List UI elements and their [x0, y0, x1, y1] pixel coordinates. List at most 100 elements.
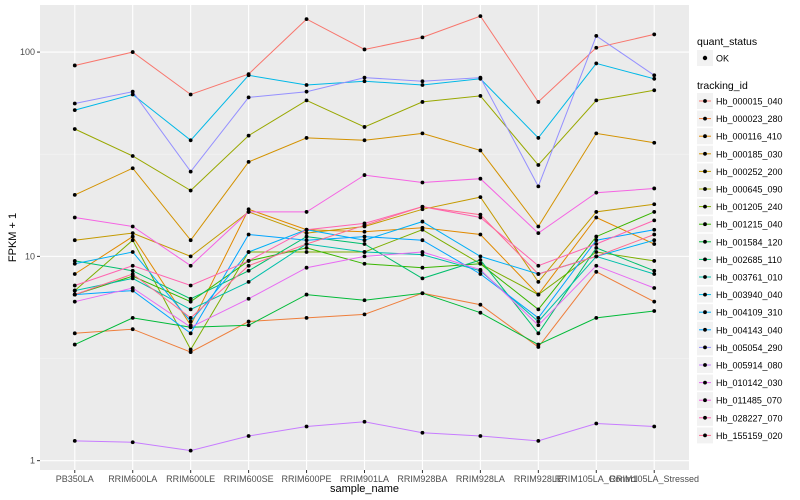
- data-point: [72, 238, 77, 243]
- data-point: [304, 89, 309, 94]
- data-point: [594, 238, 599, 243]
- data-point: [130, 268, 135, 273]
- data-point: [304, 250, 309, 254]
- data-point: [420, 227, 425, 232]
- legend-key-point: [703, 398, 707, 403]
- data-point: [536, 231, 541, 235]
- data-point: [304, 246, 309, 250]
- x-tick-label: RRIM600LA: [108, 474, 157, 484]
- data-point: [478, 272, 483, 276]
- data-point: [304, 292, 309, 297]
- data-point: [652, 88, 657, 93]
- data-point: [478, 261, 483, 266]
- data-point: [304, 17, 309, 22]
- series-points: [72, 14, 657, 453]
- data-point: [188, 347, 193, 352]
- legend-label: Hb_000023_280: [716, 114, 783, 124]
- data-point: [130, 440, 135, 445]
- legend-key-point: [703, 169, 707, 174]
- x-axis-title: sample_name: [330, 483, 399, 495]
- data-point: [536, 136, 541, 140]
- y-axis: 1 10 100: [20, 47, 40, 466]
- data-point: [420, 430, 425, 435]
- data-point: [362, 298, 367, 303]
- data-point: [188, 254, 193, 259]
- data-point: [594, 215, 599, 220]
- legend-label: Hb_155159_020: [716, 431, 783, 441]
- legend-key-point: [703, 275, 707, 279]
- data-point: [362, 173, 367, 177]
- data-point: [594, 242, 599, 246]
- data-point: [188, 283, 193, 288]
- data-point: [478, 94, 483, 98]
- data-point: [304, 210, 309, 214]
- data-point: [594, 131, 599, 136]
- x-axis: PB350LA RRIM600LA RRIM600LE RRIM600SE RRIM60…: [56, 470, 699, 484]
- data-point: [594, 250, 599, 254]
- x-tick-label: RRIM105LA_Control: [555, 474, 638, 484]
- data-point: [72, 63, 77, 68]
- legend-ok-point: [702, 55, 708, 61]
- data-point: [362, 238, 367, 243]
- data-point: [420, 219, 425, 224]
- data-point: [362, 242, 367, 246]
- data-point: [594, 315, 599, 320]
- data-point: [246, 210, 251, 214]
- data-point: [246, 232, 251, 237]
- data-point: [304, 231, 309, 235]
- data-point: [362, 419, 367, 424]
- data-point: [478, 434, 483, 438]
- legend-label: Hb_003940_040: [716, 290, 783, 300]
- data-point: [536, 319, 541, 324]
- legend-label: Hb_003761_010: [716, 273, 783, 283]
- legend-label: Hb_005054_290: [716, 343, 783, 353]
- data-point: [72, 261, 77, 266]
- y-tick-label: 1: [30, 456, 35, 466]
- data-point: [304, 424, 309, 429]
- data-point: [72, 331, 77, 336]
- y-axis-title: FPKM + 1: [7, 213, 19, 262]
- data-point: [246, 319, 251, 324]
- data-point: [478, 254, 483, 259]
- data-point: [362, 254, 367, 259]
- legend-key-point: [703, 345, 707, 350]
- data-point: [72, 283, 77, 288]
- data-point: [594, 98, 599, 103]
- data-point: [130, 231, 135, 235]
- data-point: [246, 263, 251, 268]
- data-point: [246, 207, 251, 212]
- data-point: [130, 224, 135, 229]
- data-point: [594, 246, 599, 250]
- data-point: [420, 131, 425, 136]
- data-point: [188, 319, 193, 324]
- data-point: [420, 250, 425, 254]
- legend-quant-status: quant_status OK: [697, 36, 757, 66]
- data-point: [478, 258, 483, 262]
- legend-key-point: [703, 151, 707, 156]
- data-point: [188, 92, 193, 97]
- data-point: [72, 292, 77, 297]
- data-point: [652, 186, 657, 191]
- data-point: [420, 291, 425, 296]
- data-point: [246, 250, 251, 254]
- data-point: [362, 75, 367, 80]
- data-point: [536, 307, 541, 312]
- data-point: [304, 238, 309, 243]
- data-point: [130, 166, 135, 171]
- data-point: [130, 286, 135, 290]
- data-point: [478, 267, 483, 272]
- data-point: [362, 250, 367, 254]
- data-point: [420, 238, 425, 243]
- data-point: [72, 299, 77, 304]
- x-tick-label: PB350LA: [56, 474, 94, 484]
- data-point: [246, 259, 251, 263]
- legend-label: Hb_010142_030: [716, 378, 783, 388]
- legend-key-point: [703, 433, 707, 438]
- data-point: [594, 45, 599, 50]
- data-point: [188, 263, 193, 268]
- data-point: [536, 342, 541, 347]
- legend-label: Hb_001215_040: [716, 220, 783, 230]
- data-point: [130, 250, 135, 254]
- legend-key-point: [703, 363, 707, 367]
